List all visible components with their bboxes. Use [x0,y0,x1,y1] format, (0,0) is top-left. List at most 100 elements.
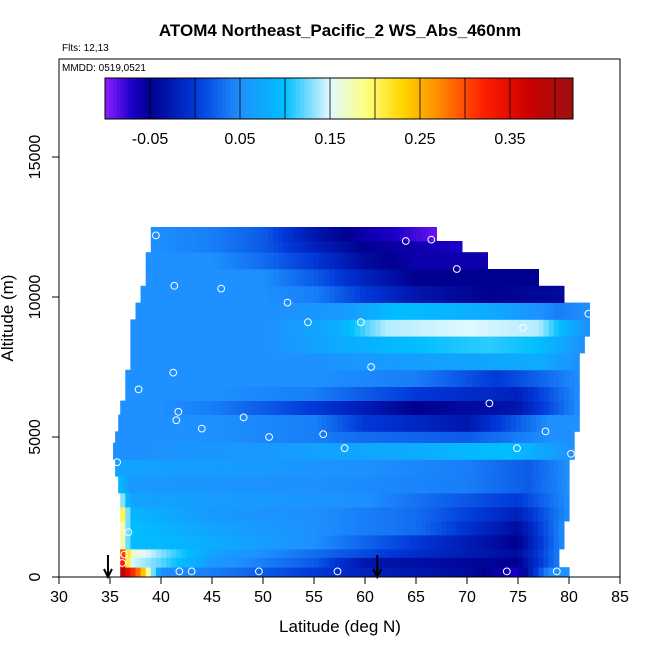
heat-cell [477,521,483,536]
heat-cell [232,507,239,522]
heat-cell [286,442,293,460]
colorbar-cell [475,78,480,119]
heat-cell [436,353,443,371]
heat-cell [370,319,376,337]
heat-cell [446,369,453,387]
heat-cell [426,319,432,337]
heat-cell [314,386,320,401]
heat-cell [410,521,417,536]
heat-cell [268,459,274,477]
heat-cell [206,241,213,253]
heat-cell [339,285,346,303]
heat-cell [533,285,539,303]
heat-cell [161,386,167,401]
colorbar-cell [526,78,531,119]
heat-cell [395,353,402,371]
heat-cell [502,386,509,401]
colorbar-cell [116,78,122,119]
heat-cell [344,252,351,270]
heat-cell [548,557,555,568]
heat-cell [273,319,279,337]
heat-cell [150,400,157,415]
heat-cell [308,319,315,337]
heat-cell [431,285,437,303]
heat-cell [232,285,239,303]
heat-cell [196,369,203,387]
heat-cell [507,400,514,415]
heat-cell [191,302,198,320]
heat-cell [436,241,443,253]
heat-cell [424,414,430,432]
heat-cell [135,353,142,371]
heat-cell [441,493,448,508]
heat-cell [390,521,397,536]
heat-cell [263,336,269,354]
heat-cell [579,319,585,337]
heat-cell [201,336,208,354]
colorbar-cell [495,78,500,119]
heat-cell [278,549,284,558]
heat-cell [380,549,386,558]
heat-cell [293,269,300,287]
heat-cell [553,535,560,550]
heat-cell [558,459,565,477]
heat-cell [395,549,402,558]
heat-cell [543,302,550,320]
heat-cell [548,535,555,550]
heat-cell [161,493,167,508]
heat-cell [518,302,524,320]
heat-cell [354,507,361,522]
heat-cell [507,369,514,387]
heat-cell [518,285,524,303]
heat-cell [217,431,223,443]
heat-cell [232,319,239,337]
heat-cell [293,241,300,253]
heat-cell [446,549,453,558]
heat-cell [212,386,218,401]
heat-cell [166,353,172,371]
heat-cell [329,252,335,270]
heat-cell [413,442,420,460]
heat-cell [467,557,473,568]
heat-cell [191,493,198,508]
heat-cell [148,442,155,460]
heat-cell [278,507,284,522]
heat-cell [533,459,539,477]
heat-cell [456,507,463,522]
heat-cell [339,567,346,578]
heat-cell [344,400,351,415]
heat-cell [164,476,170,494]
heat-cell [512,549,519,558]
heat-cell [176,302,182,320]
heat-cell [273,386,279,401]
heat-cell [548,353,555,371]
heat-cell [492,567,499,578]
colorbar-cell [522,78,527,119]
profile-point [169,368,178,377]
heat-cell [227,302,233,320]
heat-cell [201,400,208,415]
heat-cell [252,336,259,354]
heat-cell [558,507,565,522]
heat-cell [400,557,407,568]
heat-cell [548,369,555,387]
heat-cell [436,567,443,578]
heat-cell [419,476,425,494]
heat-cell [301,414,308,432]
heat-cell [416,507,422,522]
heat-cell [390,252,397,270]
profile-point [319,430,328,439]
heat-cell [268,535,274,550]
heat-cell [421,336,427,354]
heat-cell [161,336,167,354]
heat-cell [161,302,167,320]
heat-cell [196,302,203,320]
heat-cell [161,369,167,387]
heat-cell [339,549,346,558]
heat-cell [237,557,244,568]
heat-cell [314,227,320,242]
heat-cell [477,400,483,415]
heat-cell [461,369,468,387]
heat-cell [176,369,182,387]
heat-cell [553,336,560,354]
